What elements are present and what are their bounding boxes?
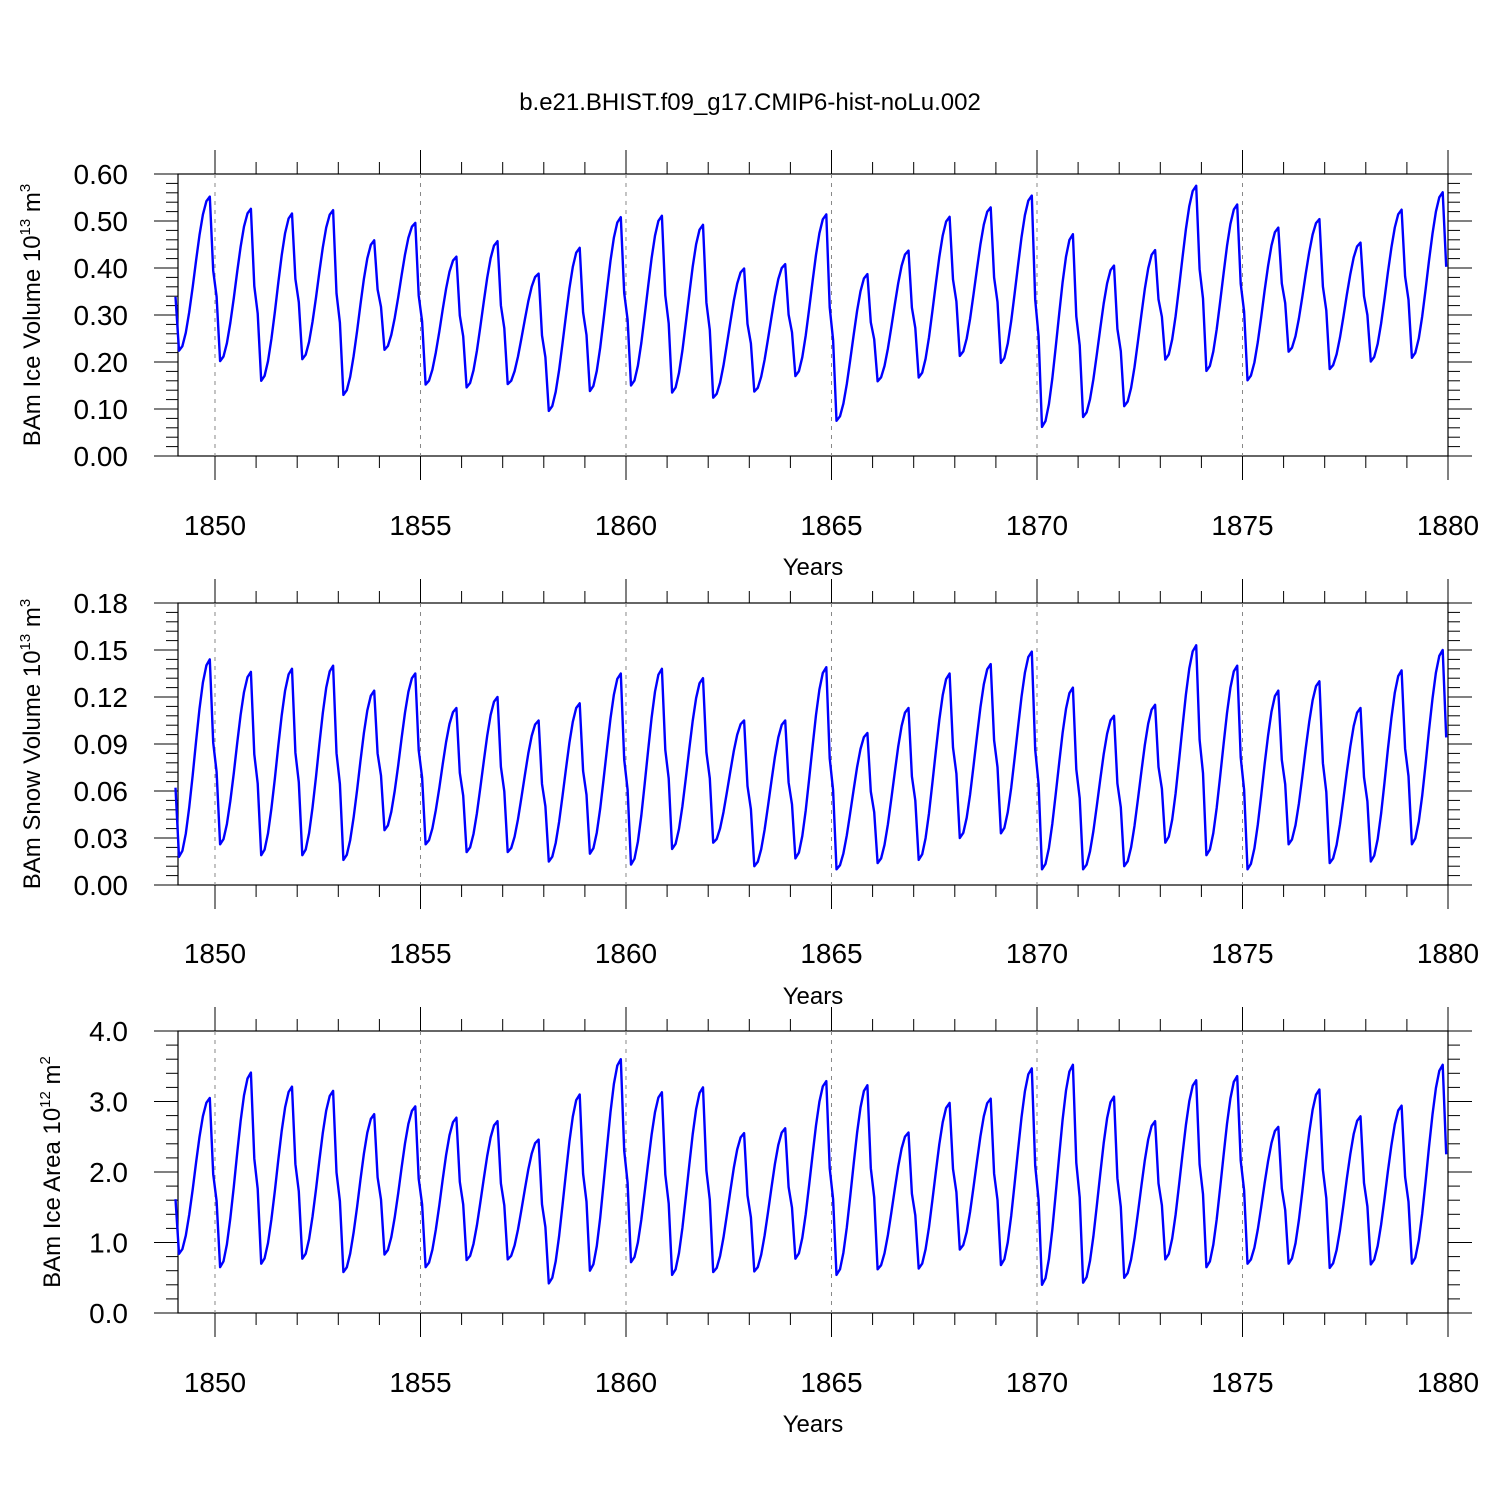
y-tick-label: 0.12 (74, 682, 129, 713)
y-tick-label: 4.0 (89, 1016, 128, 1047)
x-tick-label: 1870 (1006, 938, 1068, 969)
data-series-line (174, 184, 1448, 429)
chart-panel-3: 1850 1855 1860 1865 1870 1875 1880 0.0 1.0 2.0 3.0… (37, 1007, 1479, 1438)
x-tick-label: 1855 (389, 938, 451, 969)
y-tick-label: 0.18 (74, 588, 129, 619)
x-tick-label: 1865 (800, 938, 862, 969)
x-tick-label: 1860 (595, 938, 657, 969)
x-tick-label: 1880 (1417, 1367, 1479, 1398)
x-tick-label: 1865 (800, 510, 862, 541)
chart-title: b.e21.BHIST.f09_g17.CMIP6-hist-noLu.002 (519, 89, 981, 116)
data-series-line (174, 1058, 1448, 1286)
chart-panel-1: 1850 1855 1860 1865 1870 1875 1880 0.00 0.10 0.20… (17, 150, 1479, 581)
y-tick-label: 0.10 (74, 394, 129, 425)
plot-frame (177, 1030, 1449, 1314)
x-tick-label: 1875 (1211, 1367, 1273, 1398)
y-axis-label: BAm Ice Volume 1013 m3 (17, 184, 46, 446)
y-tick-label: 1.0 (89, 1228, 128, 1259)
y-tick-label: 0.03 (74, 823, 129, 854)
x-tick-label: 1870 (1006, 1367, 1068, 1398)
x-tick-label: 1860 (595, 510, 657, 541)
y-tick-label: 0.00 (74, 441, 129, 472)
y-tick-label: 0.0 (89, 1298, 128, 1329)
y-axis-label: BAm Snow Volume 1013 m3 (17, 599, 46, 890)
plot-frame (177, 173, 1449, 457)
data-series-line (174, 644, 1448, 871)
y-tick-label: 0.06 (74, 776, 129, 807)
y-tick-label: 0.00 (74, 870, 129, 901)
chart-panel-2: 1850 1855 1860 1865 1870 1875 1880 0.00 0.03 0.06… (17, 579, 1479, 1010)
y-tick-label: 0.09 (74, 729, 129, 760)
y-tick-label: 0.40 (74, 253, 129, 284)
y-tick-label: 0.60 (74, 159, 129, 190)
x-axis-label: Years (783, 983, 844, 1010)
x-tick-label: 1880 (1417, 938, 1479, 969)
x-axis-label: Years (783, 1411, 844, 1438)
y-tick-label: 0.30 (74, 300, 129, 331)
x-tick-label: 1880 (1417, 510, 1479, 541)
y-axis-label: BAm Ice Area 1012 m2 (37, 1056, 66, 1288)
y-tick-label: 3.0 (89, 1087, 128, 1118)
y-tick-label: 0.20 (74, 347, 129, 378)
y-tick-label: 0.15 (74, 635, 129, 666)
x-tick-label: 1850 (184, 1367, 246, 1398)
x-tick-label: 1865 (800, 1367, 862, 1398)
y-tick-label: 2.0 (89, 1157, 128, 1188)
x-axis-label: Years (783, 554, 844, 581)
x-tick-label: 1860 (595, 1367, 657, 1398)
x-tick-label: 1850 (184, 938, 246, 969)
x-tick-label: 1850 (184, 510, 246, 541)
y-tick-label: 0.50 (74, 206, 129, 237)
x-tick-label: 1855 (389, 510, 451, 541)
x-tick-label: 1875 (1211, 510, 1273, 541)
x-tick-label: 1875 (1211, 938, 1273, 969)
x-tick-label: 1870 (1006, 510, 1068, 541)
x-tick-label: 1855 (389, 1367, 451, 1398)
